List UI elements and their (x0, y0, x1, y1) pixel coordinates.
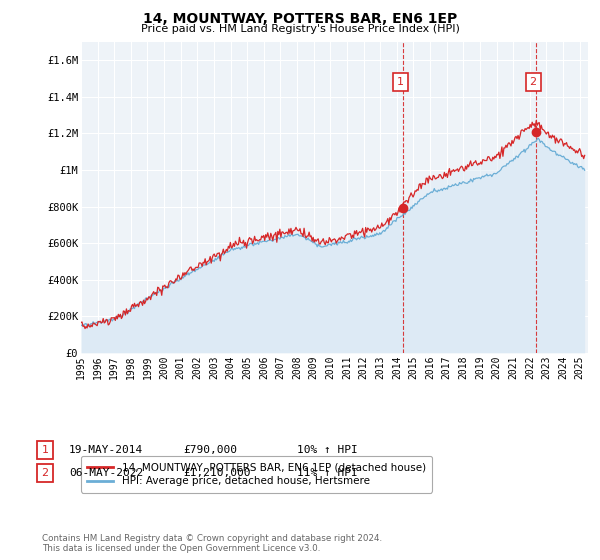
Text: Contains HM Land Registry data © Crown copyright and database right 2024.
This d: Contains HM Land Registry data © Crown c… (42, 534, 382, 553)
Text: 10% ↑ HPI: 10% ↑ HPI (297, 445, 358, 455)
Text: 1: 1 (41, 445, 49, 455)
Text: Price paid vs. HM Land Registry's House Price Index (HPI): Price paid vs. HM Land Registry's House … (140, 24, 460, 34)
Text: 2: 2 (41, 468, 49, 478)
Text: £1,210,000: £1,210,000 (183, 468, 251, 478)
Text: 2: 2 (530, 77, 537, 87)
Text: 11% ↑ HPI: 11% ↑ HPI (297, 468, 358, 478)
Text: 06-MAY-2022: 06-MAY-2022 (69, 468, 143, 478)
Text: 1: 1 (397, 77, 404, 87)
Text: 14, MOUNTWAY, POTTERS BAR, EN6 1EP: 14, MOUNTWAY, POTTERS BAR, EN6 1EP (143, 12, 457, 26)
Text: 19-MAY-2014: 19-MAY-2014 (69, 445, 143, 455)
Legend: 14, MOUNTWAY, POTTERS BAR, EN6 1EP (detached house), HPI: Average price, detache: 14, MOUNTWAY, POTTERS BAR, EN6 1EP (deta… (81, 456, 432, 493)
Text: £790,000: £790,000 (183, 445, 237, 455)
